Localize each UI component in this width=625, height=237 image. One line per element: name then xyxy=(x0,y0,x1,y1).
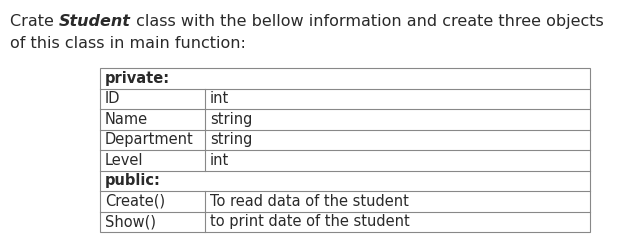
Bar xyxy=(100,68,590,232)
Text: Student: Student xyxy=(59,14,131,29)
Text: string: string xyxy=(210,112,252,127)
Text: Create(): Create() xyxy=(105,194,165,209)
Text: To read data of the student: To read data of the student xyxy=(210,194,409,209)
Text: Level: Level xyxy=(105,153,144,168)
Text: Show(): Show() xyxy=(105,214,156,229)
Text: Name: Name xyxy=(105,112,148,127)
Text: int: int xyxy=(210,91,229,106)
Text: of this class in main function:: of this class in main function: xyxy=(10,36,246,51)
Text: ID: ID xyxy=(105,91,121,106)
Text: Department: Department xyxy=(105,132,194,147)
Text: class with the bellow information and create three objects: class with the bellow information and cr… xyxy=(131,14,604,29)
Text: Crate: Crate xyxy=(10,14,59,29)
Text: string: string xyxy=(210,132,252,147)
Text: public:: public: xyxy=(105,173,161,188)
Text: int: int xyxy=(210,153,229,168)
Text: to print date of the student: to print date of the student xyxy=(210,214,410,229)
Text: private:: private: xyxy=(105,71,170,86)
